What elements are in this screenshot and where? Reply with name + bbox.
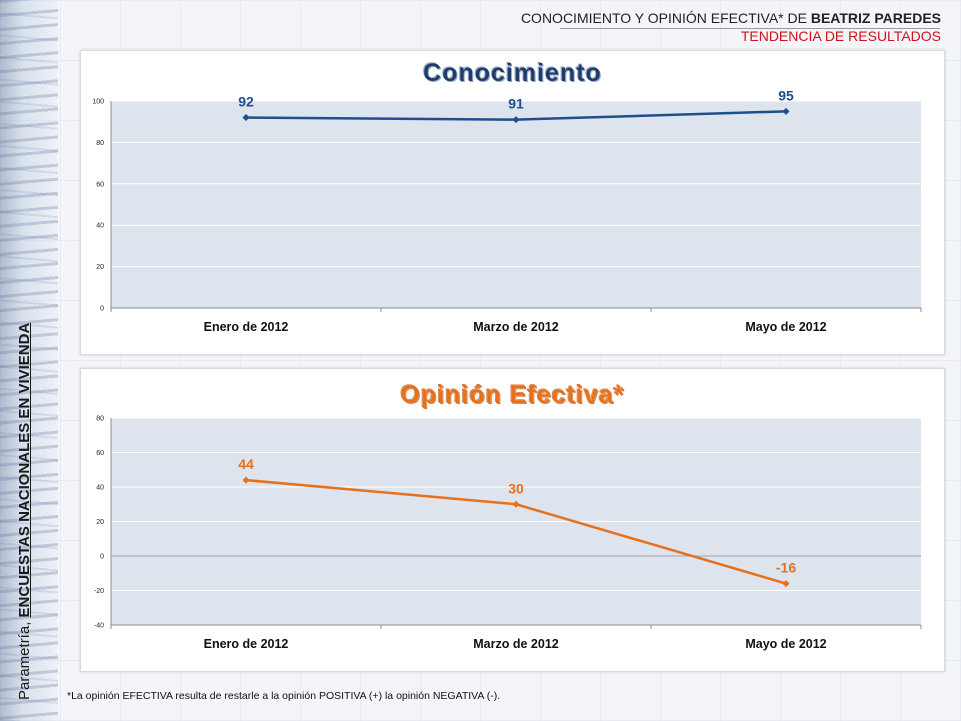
conocimiento-data-point <box>782 107 790 115</box>
side-caption-bold: ENCUESTAS NACIONALES EN VIVIENDA <box>16 322 33 618</box>
opinion-ytick-label: 80 <box>96 416 104 423</box>
conocimiento-data-label: 91 <box>508 96 524 112</box>
conocimiento-category-label: Mayo de 2012 <box>745 320 826 334</box>
conocimiento-data-label: 95 <box>778 87 794 103</box>
side-caption: Parametría, ENCUESTAS NACIONALES EN VIVI… <box>16 323 42 700</box>
conocimiento-ytick-label: 20 <box>96 264 104 271</box>
opinion-data-label: 30 <box>508 480 524 496</box>
header-subtitle: TENDENCIA DE RESULTADOS <box>740 28 941 44</box>
conocimiento-ytick-label: 60 <box>96 181 104 188</box>
conocimiento-ytick-label: 100 <box>92 99 104 106</box>
opinion-data-point <box>512 500 520 508</box>
header-divider <box>560 28 940 29</box>
conocimiento-chart: 0 20 40 60 80 100 Enero de 2012 Marzo de 2012 Ma… <box>92 87 922 334</box>
header-title: CONOCIMIENTO Y OPINIÓN EFECTIVA* DE BEAT… <box>521 10 941 26</box>
opinion-category-label: Marzo de 2012 <box>473 637 559 651</box>
opinion-data-point <box>242 476 250 484</box>
opinion-data-label: 44 <box>238 456 254 472</box>
opinion-panel: Opinión Efectiva* -40 -20 0 20 40 60 80 Enero d… <box>80 368 945 672</box>
conocimiento-ytick-label: 0 <box>100 306 104 313</box>
opinion-category-label: Mayo de 2012 <box>745 637 826 651</box>
conocimiento-plot-area <box>111 101 921 308</box>
opinion-data-label: -16 <box>776 560 796 576</box>
opinion-title: Opinión Efectiva* <box>400 381 625 409</box>
footnote: *La opinión EFECTIVA resulta de restarle… <box>67 690 501 702</box>
opinion-ytick-label: 20 <box>96 519 104 526</box>
conocimiento-category-label: Enero de 2012 <box>204 320 289 334</box>
conocimiento-category-label: Marzo de 2012 <box>473 320 559 334</box>
opinion-ytick-label: -20 <box>94 588 104 595</box>
opinion-ytick-label: 40 <box>96 485 104 492</box>
side-caption-prefix: Parametría, <box>16 617 33 700</box>
conocimiento-data-label: 92 <box>238 94 254 110</box>
left-decorative-strip <box>0 0 58 721</box>
conocimiento-data-point <box>512 116 520 124</box>
opinion-ytick-label: -40 <box>94 623 104 630</box>
header-title-name: BEATRIZ PAREDES <box>810 10 941 26</box>
conocimiento-data-point <box>242 114 250 122</box>
header-title-prefix: CONOCIMIENTO Y OPINIÓN EFECTIVA* DE <box>520 10 811 26</box>
opinion-ytick-label: 0 <box>100 554 104 561</box>
opinion-ytick-label: 60 <box>96 450 104 457</box>
opinion-data-point <box>782 580 790 588</box>
conocimiento-ytick-label: 40 <box>96 223 104 230</box>
conocimiento-ytick-label: 80 <box>96 140 104 147</box>
opinion-category-label: Enero de 2012 <box>204 637 289 651</box>
conocimiento-title: Conocimiento <box>423 59 602 87</box>
conocimiento-panel: Conocimiento 0 20 40 60 80 100 Enero de 2012 Ma… <box>80 50 945 355</box>
page-header: CONOCIMIENTO Y OPINIÓN EFECTIVA* DE BEAT… <box>521 10 941 44</box>
opinion-chart: -40 -20 0 20 40 60 80 Enero de 2012 Marzo de 201… <box>94 416 922 651</box>
